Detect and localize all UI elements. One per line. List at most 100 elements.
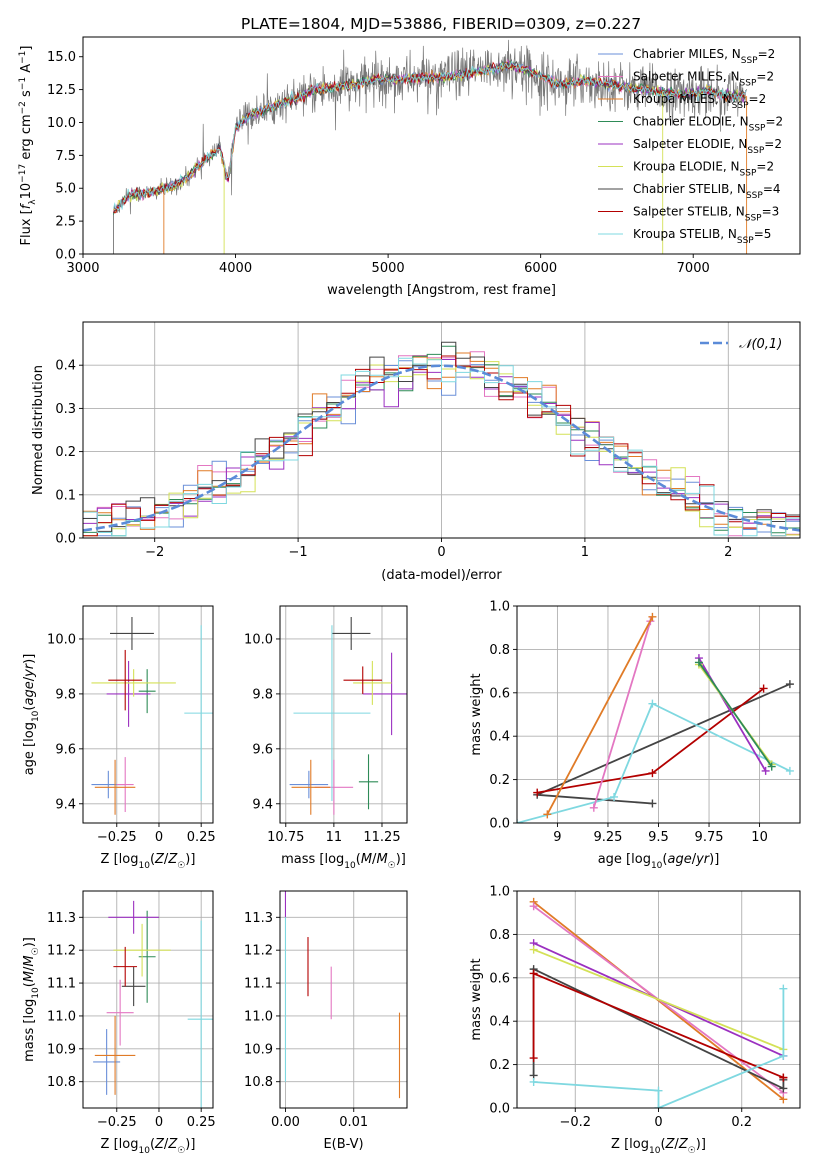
weight-marker-chabrier_elodie xyxy=(767,762,776,771)
y-tick-label: 2.5 xyxy=(55,215,76,230)
y-tick-label: 11.3 xyxy=(244,911,273,926)
weight-line-kroupa_stelib xyxy=(533,988,785,1108)
errorbars xyxy=(284,891,401,1099)
weight-marker-salpeter_miles xyxy=(589,803,598,812)
legend-label: Salpeter STELIB, NSSP=3 xyxy=(633,205,779,224)
weight-vs-age-axes: 9 9.25 9.5 9.75 10 0.0 0.2 0.4 0.6 0.8 1.0 age [log… xyxy=(469,600,801,871)
axes-frame xyxy=(82,890,214,1109)
y-tick-label: 9.4 xyxy=(252,797,273,812)
weight-line-chabrier_elodie xyxy=(698,661,773,768)
y-axis-label: mass [log10(M/M☉)] xyxy=(22,937,41,1062)
y-tick-label: 10.9 xyxy=(47,1042,76,1057)
x-tick-label: 0.01 xyxy=(339,1115,368,1130)
x-tick-label: 0.00 xyxy=(271,1115,300,1130)
y-tick-label: 0.2 xyxy=(489,773,510,788)
axes-frame xyxy=(82,36,801,255)
weight-marker-kroupa_elodie xyxy=(529,945,538,954)
legend-label: Chabrier STELIB, NSSP=4 xyxy=(633,182,781,201)
axes-frame xyxy=(516,890,801,1109)
x-tick-label: −1 xyxy=(289,545,308,560)
legend-label: Kroupa MILES, NSSP=2 xyxy=(633,92,766,111)
y-tick-label: 0.3 xyxy=(55,402,76,417)
y-tick-label: 0.4 xyxy=(489,1015,510,1030)
observed-spectrum xyxy=(113,39,747,215)
weight-marker-salpeter_miles xyxy=(529,902,538,911)
weight-marker-salpeter_stelib xyxy=(529,1054,538,1063)
x-axis-label: E(B-V) xyxy=(323,1137,363,1152)
residuals-axes: −2 −1 0 1 2 0.0 0.1 0.2 0.3 0.4 (data-model)/error… xyxy=(31,321,801,583)
axes-frame xyxy=(82,321,801,539)
axes-frame xyxy=(82,605,214,824)
weight-marker-chabrier_stelib xyxy=(779,1084,788,1093)
axes-frame xyxy=(516,605,801,824)
x-tick-label: 9.75 xyxy=(695,830,724,845)
legend-label: Kroupa ELODIE, NSSP=2 xyxy=(633,160,774,179)
weight-lines xyxy=(529,897,788,1108)
y-tick-label: 11.0 xyxy=(47,1009,76,1024)
x-tick-label: 11.25 xyxy=(363,830,400,845)
hist-chabrier_stelib xyxy=(83,341,800,532)
legend-label: Salpeter ELODIE, NSSP=2 xyxy=(633,137,782,156)
errorbars xyxy=(289,616,407,815)
y-tick-label: 10.9 xyxy=(244,1042,273,1057)
y-tick-label: 1.0 xyxy=(489,885,510,900)
y-axis-label: mass weight xyxy=(469,958,484,1040)
x-tick-label: 0.25 xyxy=(187,1115,216,1130)
y-tick-label: 10.8 xyxy=(47,1075,76,1090)
weight-marker-kroupa_stelib xyxy=(654,1086,663,1095)
y-tick-label: 10.0 xyxy=(47,116,76,131)
weight-marker-chabrier_stelib xyxy=(785,680,794,689)
y-tick-label: 0.8 xyxy=(489,928,510,943)
y-tick-label: 0.1 xyxy=(55,488,76,503)
mass-vs-ebv-axes: 0.00 0.01 10.8 10.9 11.0 11.1 11.2 11.3 E(B-V) xyxy=(244,890,408,1152)
histograms xyxy=(83,341,800,537)
weight-line-kroupa_miles xyxy=(546,616,654,815)
y-tick-label: 9.4 xyxy=(55,797,76,812)
x-axis-label: (data-model)/error xyxy=(381,568,502,583)
y-tick-label: 10.8 xyxy=(244,1075,273,1090)
y-tick-label: 0.8 xyxy=(489,643,510,658)
hist-kroupa_miles xyxy=(83,352,800,537)
x-tick-label: 0.25 xyxy=(187,830,216,845)
y-tick-label: 11.0 xyxy=(244,1009,273,1024)
x-tick-label: −0.2 xyxy=(559,1115,591,1130)
x-tick-label: 10.75 xyxy=(267,830,304,845)
y-tick-label: 9.8 xyxy=(252,687,273,702)
y-tick-label: 9.8 xyxy=(55,687,76,702)
x-tick-label: 7000 xyxy=(677,261,710,276)
y-tick-label: 10.0 xyxy=(47,632,76,647)
x-axis-label: mass [log10(M/M☉)] xyxy=(281,852,406,871)
weight-marker-kroupa_stelib xyxy=(785,766,794,775)
weight-marker-salpeter_stelib xyxy=(779,1073,788,1082)
y-tick-label: 11.1 xyxy=(47,977,76,992)
weight-marker-kroupa_stelib xyxy=(648,699,657,708)
x-tick-label: 2 xyxy=(724,545,732,560)
model-kroupa_stelib xyxy=(113,60,747,211)
normal-curve xyxy=(83,364,800,532)
x-tick-label: 0 xyxy=(155,830,163,845)
y-tick-label: 5.0 xyxy=(55,182,76,197)
weight-marker-salpeter_elodie xyxy=(761,766,770,775)
x-tick-label: 9 xyxy=(553,830,561,845)
y-axis-label: age [log10(age/yr)] xyxy=(22,654,41,776)
y-tick-label: 0.2 xyxy=(55,445,76,460)
weight-marker-kroupa_stelib xyxy=(610,792,619,801)
age-vs-mass-axes: 10.75 11 11.25 9.4 9.6 9.8 10.0 mass [log10(M/M… xyxy=(244,605,408,871)
y-tick-label: 11.2 xyxy=(244,944,273,959)
x-tick-label: 9.25 xyxy=(593,830,622,845)
weight-marker-kroupa_stelib xyxy=(779,984,788,993)
y-tick-label: 0.0 xyxy=(55,248,76,263)
legend-label: Kroupa STELIB, NSSP=5 xyxy=(633,227,771,246)
y-tick-label: 0.6 xyxy=(489,971,510,986)
x-axis-label: Z [log10(Z/Z☉)] xyxy=(101,852,196,871)
errorbars xyxy=(93,900,213,1108)
weight-marker-chabrier_elodie xyxy=(694,658,703,667)
y-axis-label: Normed distribution xyxy=(31,365,46,495)
weight-vs-z-axes: −0.2 0 0.2 0.0 0.2 0.4 0.6 0.8 1.0 Z [log10(Z/Z☉)… xyxy=(469,885,801,1156)
x-tick-label: −0.25 xyxy=(97,1115,137,1130)
x-tick-label: 1 xyxy=(581,545,589,560)
y-tick-label: 0.6 xyxy=(489,686,510,701)
x-tick-label: 3000 xyxy=(66,261,99,276)
weight-marker-kroupa_miles xyxy=(648,612,657,621)
